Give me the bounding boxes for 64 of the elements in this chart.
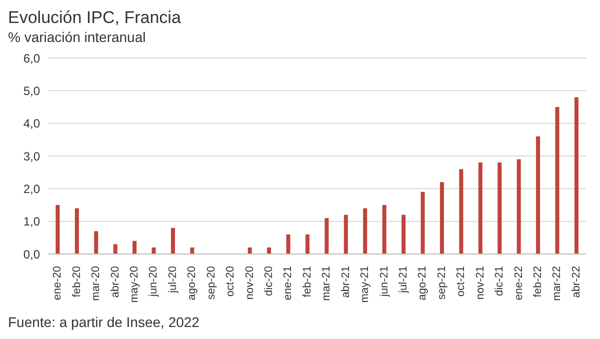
x-tick-label: ene-20	[52, 266, 64, 300]
bar	[152, 247, 156, 254]
source-note: Fuente: a partir de Insee, 2022	[8, 314, 200, 330]
x-tick-label: ago-21	[416, 266, 429, 300]
bar	[190, 247, 194, 254]
bar	[382, 205, 386, 254]
bar	[170, 228, 175, 254]
x-tick-label: nov-21	[474, 266, 486, 300]
bar	[478, 162, 482, 254]
bar	[420, 192, 425, 254]
bar	[402, 214, 406, 254]
y-tick-label: 0,0	[23, 247, 40, 262]
bar	[305, 234, 310, 254]
bar	[56, 205, 60, 254]
bar	[498, 162, 502, 254]
bar	[267, 247, 272, 254]
x-tick-label: feb-22	[532, 266, 544, 298]
x-tick-label: dic-20	[262, 266, 275, 296]
bar	[286, 234, 290, 254]
bar	[248, 247, 252, 254]
y-tick-label: 6,0	[23, 51, 40, 66]
x-tick-label: abr-21	[340, 266, 352, 298]
bar	[536, 136, 540, 254]
x-tick-label: mar-21	[320, 266, 333, 301]
bar	[324, 218, 329, 254]
x-tick-label: abr-22	[570, 266, 582, 298]
bar	[344, 214, 348, 254]
x-tick-label: jun-20	[148, 266, 160, 298]
chart-subtitle: % variación interanual	[8, 29, 146, 45]
x-tick-label: abr-20	[109, 266, 122, 298]
x-tick-label: oct-20	[224, 266, 237, 297]
y-tick-label: 3,0	[23, 149, 40, 164]
y-tick-label: 4,0	[23, 116, 40, 131]
x-tick-label: feb-21	[301, 266, 314, 298]
x-tick-label: mar-20	[90, 266, 102, 301]
x-tick-label: may-20	[128, 266, 140, 303]
x-tick-label: jul-20	[166, 266, 179, 294]
y-tick-label: 2,0	[23, 182, 40, 196]
x-tick-label: jul-21	[397, 266, 410, 294]
chart-title: Evolución IPC, Francia	[8, 8, 181, 28]
bar	[516, 159, 521, 254]
x-tick-label: sep-20	[205, 266, 218, 300]
bar	[363, 208, 368, 254]
x-tick-label: ene-21	[282, 266, 294, 300]
x-tick-label: feb-20	[70, 266, 83, 298]
bar	[440, 182, 444, 254]
bar	[555, 107, 560, 254]
bar	[459, 169, 464, 254]
x-tick-label: sep-21	[436, 266, 448, 300]
x-tick-label: ago-20	[186, 266, 198, 300]
y-tick-label: 5,0	[23, 84, 40, 98]
bar	[574, 97, 578, 254]
x-tick-label: dic-21	[494, 266, 506, 296]
x-tick-label: mar-22	[551, 266, 564, 301]
x-tick-label: nov-20	[244, 266, 256, 300]
x-tick-label: jun-21	[378, 266, 390, 298]
bar	[94, 231, 98, 254]
x-tick-label: may-21	[359, 266, 372, 303]
bar	[113, 244, 118, 254]
bar	[132, 240, 137, 254]
bar	[74, 208, 79, 254]
x-tick-label: oct-21	[455, 266, 468, 297]
x-tick-label: ene-22	[512, 266, 525, 300]
y-tick-label: 1,0	[23, 214, 40, 229]
